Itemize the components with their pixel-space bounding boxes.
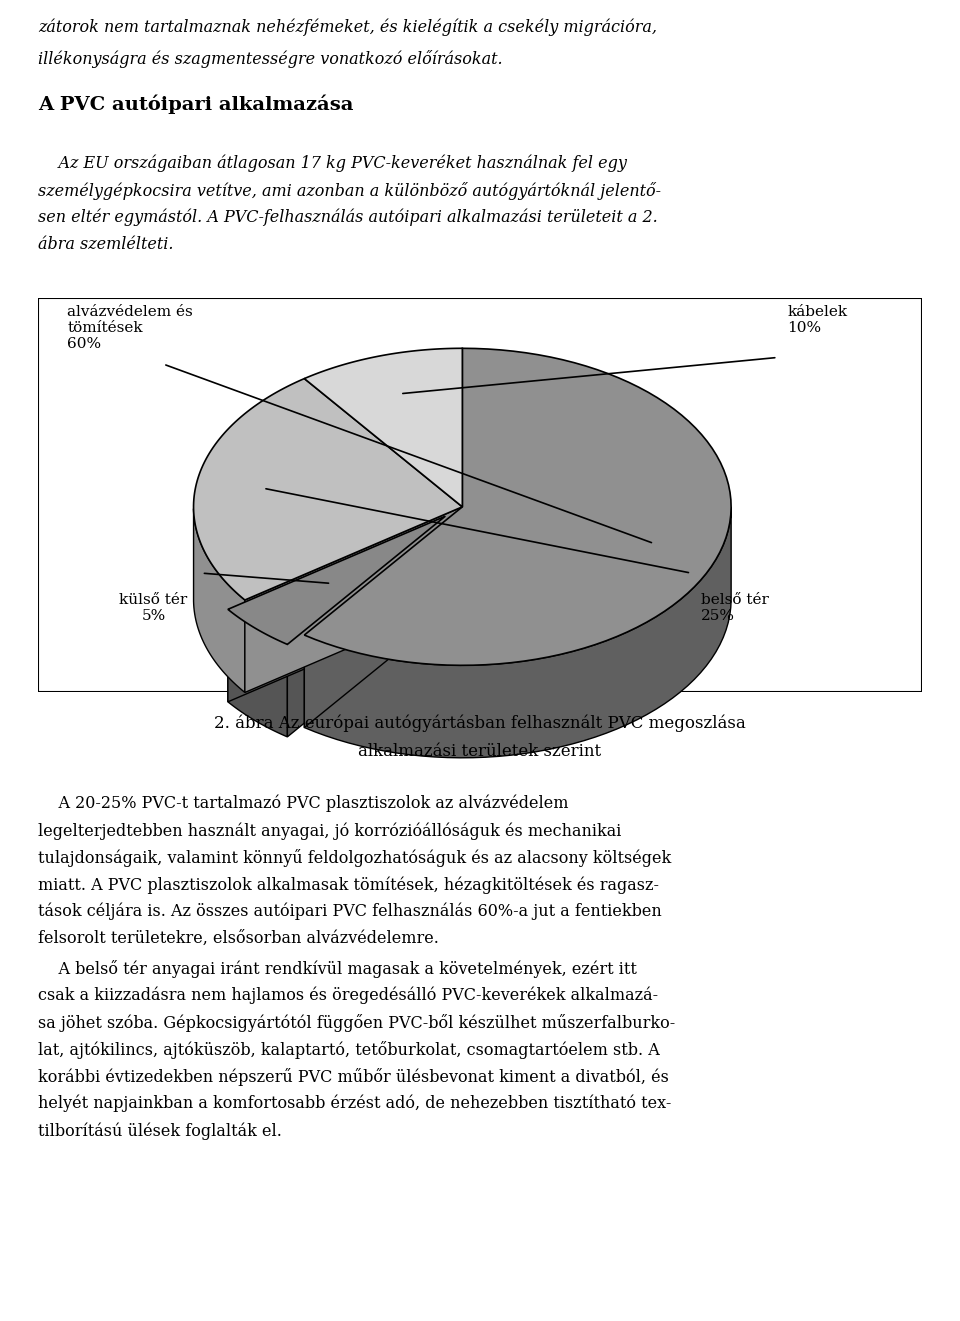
Text: tilborítású ülések foglalták el.: tilborítású ülések foglalták el. (38, 1122, 282, 1140)
Text: Az EU országaiban átlagosan 17 kg PVC-keveréket használnak fel egy: Az EU országaiban átlagosan 17 kg PVC-ke… (38, 155, 627, 173)
Polygon shape (287, 517, 445, 737)
Polygon shape (194, 509, 245, 692)
Polygon shape (304, 349, 463, 507)
Text: sen eltér egymástól. A PVC-felhasználás autóipari alkalmazási területeit a 2.: sen eltér egymástól. A PVC-felhasználás … (38, 209, 659, 226)
Text: A 20-25% PVC-t tartalmazó PVC plasztiszolok az alvázvédelem: A 20-25% PVC-t tartalmazó PVC plasztiszo… (38, 795, 569, 812)
Text: legelterjedtebben használt anyagai, jó korrózióállóságuk és mechanikai: legelterjedtebben használt anyagai, jó k… (38, 822, 622, 840)
Polygon shape (228, 517, 445, 645)
Polygon shape (194, 379, 463, 600)
Text: alkalmazási területek szerint: alkalmazási területek szerint (358, 742, 602, 760)
Text: tások céljára is. Az összes autóipari PVC felhasználás 60%-a jut a fentiekben: tások céljára is. Az összes autóipari PV… (38, 904, 662, 921)
Text: tulajdonságaik, valamint könnyű feldolgozhatóságuk és az alacsony költségek: tulajdonságaik, valamint könnyű feldolgo… (38, 849, 672, 867)
Text: A PVC autóipari alkalmazása: A PVC autóipari alkalmazása (38, 95, 354, 115)
Polygon shape (228, 517, 445, 701)
Text: A belső tér anyagai iránt rendkívül magasak a követelmények, ezért itt: A belső tér anyagai iránt rendkívül maga… (38, 960, 637, 978)
Text: lat, ajtókilincs, ajtóküszöb, kalaptartó, tetőburkolat, csomagtartóelem stb. A: lat, ajtókilincs, ajtóküszöb, kalaptartó… (38, 1041, 660, 1059)
Text: korábbi évtizedekben népszerű PVC műbőr ülésbevonat kiment a divatból, és: korábbi évtizedekben népszerű PVC műbőr … (38, 1067, 669, 1086)
Text: felsorolt területekre, elsősorban alvázvédelemre.: felsorolt területekre, elsősorban alvázv… (38, 930, 440, 947)
Text: zátorok nem tartalmaznak nehézfémeket, és kielégítik a csekély migrációra,: zátorok nem tartalmaznak nehézfémeket, é… (38, 18, 658, 36)
Text: ábra szemlélteti.: ábra szemlélteti. (38, 236, 174, 254)
Text: csak a kiizzadásra nem hajlamos és öregedésálló PVC-keverékek alkalmazá-: csak a kiizzadásra nem hajlamos és örege… (38, 987, 659, 1004)
Text: kábelek
10%: kábelek 10% (787, 305, 848, 334)
Text: belső tér
25%: belső tér 25% (701, 593, 769, 624)
Text: 2. ábra Az európai autógyártásban felhasznált PVC megoszlása: 2. ábra Az európai autógyártásban felhas… (214, 715, 746, 733)
Text: helyét napjainkban a komfortosabb érzést adó, de nehezebben tisztítható tex-: helyét napjainkban a komfortosabb érzést… (38, 1095, 672, 1112)
Text: illékonyságra és szagmentességre vonatkozó előírásokat.: illékonyságra és szagmentességre vonatko… (38, 50, 503, 67)
Polygon shape (304, 507, 732, 758)
Polygon shape (245, 507, 463, 692)
Text: külső tér
5%: külső tér 5% (119, 593, 188, 624)
Polygon shape (304, 507, 463, 728)
Polygon shape (228, 609, 287, 737)
Text: miatt. A PVC plasztiszolok alkalmasak tömítések, hézagkitöltések és ragasz-: miatt. A PVC plasztiszolok alkalmasak tö… (38, 876, 660, 893)
Text: alvázvédelem és
tömítések
60%: alvázvédelem és tömítések 60% (67, 305, 193, 351)
Text: sa jöhet szóba. Gépkocsigyártótól függően PVC-ből készülhet műszerfalburko-: sa jöhet szóba. Gépkocsigyártótól függőe… (38, 1015, 676, 1032)
Polygon shape (304, 349, 732, 666)
Text: személygépkocsira vetítve, ami azonban a különböző autógyártóknál jelentő-: személygépkocsira vetítve, ami azonban a… (38, 182, 661, 199)
